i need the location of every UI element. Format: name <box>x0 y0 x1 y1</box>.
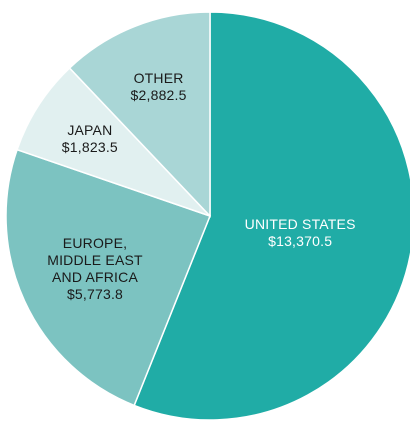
slice-label: OTHER $2,882.5 <box>114 70 204 104</box>
value-label: $13,370.5 <box>268 233 333 250</box>
category-label: UNITED STATES <box>244 216 356 233</box>
pie-slice <box>133 11 410 421</box>
slice-label: JAPAN $1,823.5 <box>45 122 135 156</box>
value-label: $1,823.5 <box>61 138 118 155</box>
pie-slice <box>16 66 211 217</box>
value-label: $5,773.8 <box>66 285 124 302</box>
slice-label: UNITED STATES $13,370.5 <box>215 216 385 250</box>
slice-label: EUROPE, MIDDLE EAST AND AFRICA $5,773.8 <box>43 235 147 303</box>
value-label: $2,882.5 <box>130 87 187 104</box>
category-label: OTHER <box>133 70 184 87</box>
pie-slice <box>5 148 211 407</box>
category-label: JAPAN <box>67 121 113 138</box>
pie-slice <box>68 11 211 218</box>
category-label: EUROPE, MIDDLE EAST AND AFRICA <box>47 234 143 285</box>
